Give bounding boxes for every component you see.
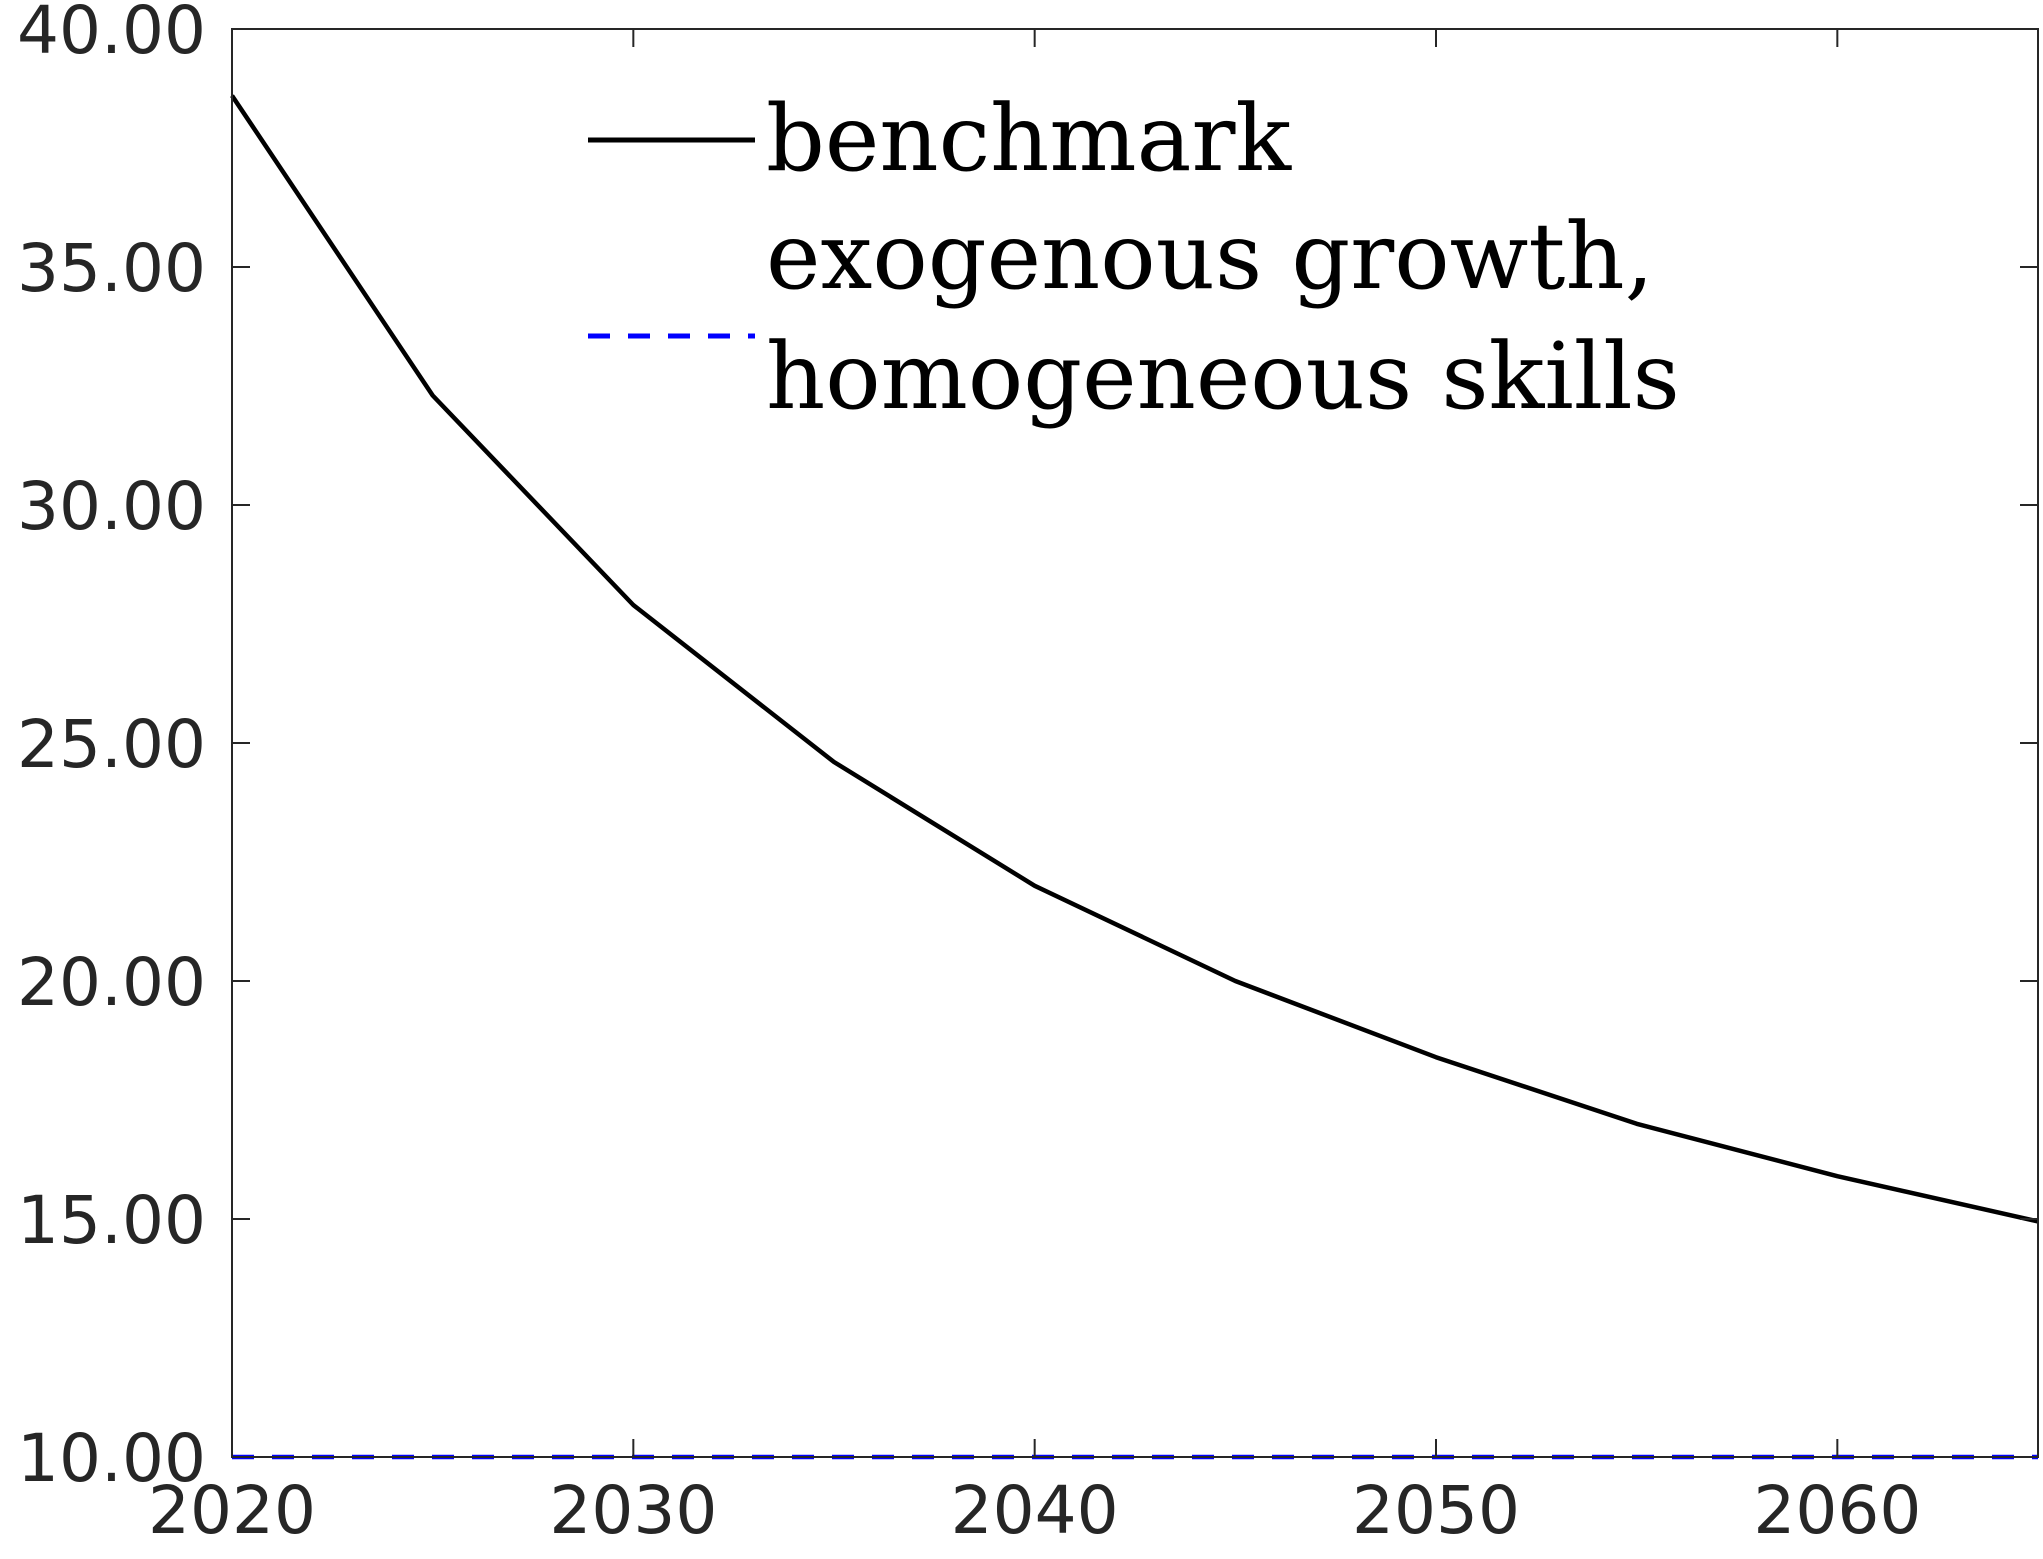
y-tick-label: 40.00 — [17, 0, 206, 69]
legend-label-line: exogenous growth, — [766, 203, 1654, 310]
y-tick-label: 20.00 — [17, 944, 206, 1021]
legend: benchmark exogenous growth, homogeneous sk… — [588, 85, 1680, 430]
legend-label-2: exogenous growth, homogeneous skills — [766, 203, 1680, 430]
axes-layer — [231, 28, 2039, 1458]
x-tick-label: 2060 — [1753, 1472, 1921, 1549]
x-tick-label: 2030 — [549, 1472, 717, 1549]
legend-label-line: homogeneous skills — [766, 323, 1680, 430]
legend-label-1: benchmark — [766, 85, 1292, 192]
series-line-1 — [230, 94, 2039, 1224]
y-tick-label: 15.00 — [17, 1182, 206, 1259]
y-tick-label: 25.00 — [17, 706, 206, 783]
x-tick-label: 2020 — [148, 1472, 316, 1549]
legend-label-line: benchmark — [766, 85, 1292, 192]
y-tick-label: 10.00 — [17, 1420, 206, 1497]
y-tick-label: 30.00 — [17, 468, 206, 545]
y-tick-label: 35.00 — [17, 230, 206, 307]
x-tick-label: 2050 — [1352, 1472, 1520, 1549]
tick-labels-layer: 2020 2030 2040 2050 2060 10.00 15.00 20.00 25.00… — [17, 0, 1921, 1549]
x-tick-label: 2040 — [951, 1472, 1119, 1549]
